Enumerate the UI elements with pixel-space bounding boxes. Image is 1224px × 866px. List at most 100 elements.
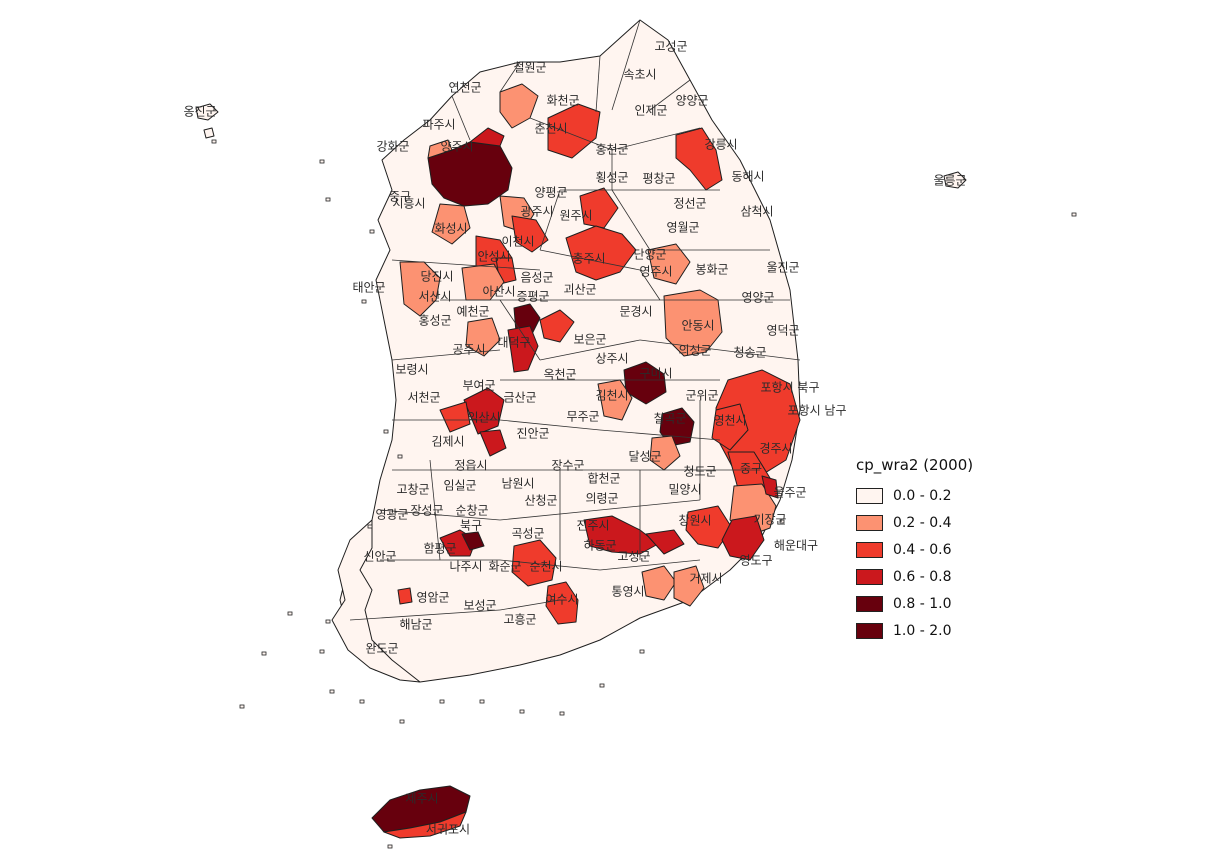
region-label: 거제시 — [689, 572, 722, 586]
legend-item-label: 1.0 - 2.0 — [893, 622, 952, 639]
island — [325, 197, 331, 202]
island — [779, 519, 785, 524]
region-label: 원주시 — [559, 209, 592, 223]
region-label: 고성군 — [617, 550, 650, 564]
region-label: 양양군 — [675, 94, 708, 108]
region-label: 보령시 — [395, 363, 428, 377]
region-label: 강릉시 — [704, 138, 737, 152]
legend-item-label: 0.4 - 0.6 — [893, 541, 952, 558]
region-label: 고창군 — [396, 483, 429, 497]
region-boundary — [499, 299, 541, 361]
region-label: 영천시 — [713, 413, 746, 428]
region-polygon — [583, 515, 659, 555]
region-label: 하동군 — [583, 539, 616, 553]
region-label: 양평군 — [534, 186, 567, 200]
region-label: 화성시 — [434, 222, 467, 236]
island — [369, 229, 375, 234]
region-boundary — [499, 559, 601, 571]
region-label: 서귀포시 — [426, 823, 470, 837]
island — [387, 844, 393, 849]
region-label: 양주시 — [440, 140, 473, 154]
region-label: 장성군 — [410, 504, 443, 518]
region-boundary — [499, 509, 601, 521]
region-label: 증평군 — [516, 290, 549, 304]
island — [239, 704, 245, 709]
region-label: 익산시 — [467, 411, 500, 425]
region-label: 임실군 — [443, 479, 476, 493]
region-label: 영월군 — [666, 221, 699, 235]
island — [519, 709, 525, 714]
legend-item-label: 0.8 - 1.0 — [893, 595, 952, 612]
legend-item-label: 0.0 - 0.2 — [893, 487, 952, 504]
region-polygon — [465, 317, 501, 357]
region-boundary — [499, 419, 601, 431]
island — [359, 699, 365, 704]
region-label: 음성군 — [520, 271, 553, 285]
legend-item-label: 0.2 - 0.4 — [893, 514, 952, 531]
region-polygon — [469, 127, 505, 147]
region-label: 영양군 — [741, 291, 774, 305]
legend-item: 0.2 - 0.4 — [856, 509, 973, 536]
legend-swatch — [856, 568, 883, 585]
region-boundary — [649, 79, 691, 111]
region-polygon — [513, 303, 541, 335]
region-polygon — [641, 565, 677, 601]
region-label: 달성군 — [628, 450, 661, 464]
region-polygon — [711, 403, 749, 451]
region-label: 기장군 — [753, 513, 786, 527]
region-boundary — [539, 189, 561, 251]
region-polygon — [547, 103, 601, 159]
region-label: 제주시 — [405, 792, 438, 806]
region-label: 홍성군 — [418, 314, 451, 328]
region-label: 해운대구 — [774, 539, 818, 553]
region-boundary — [391, 259, 541, 271]
region-label: 문경시 — [619, 305, 652, 319]
region-label: 고흥군 — [503, 613, 536, 627]
island — [399, 719, 405, 724]
region-label: 순창군 — [455, 504, 488, 518]
legend-swatch — [856, 514, 883, 531]
region-polygon — [675, 127, 723, 191]
region-label: 파주시 — [422, 118, 455, 132]
region-boundary — [349, 609, 501, 621]
legend-swatch — [856, 622, 883, 639]
region-polygon — [461, 531, 485, 551]
region-polygon — [649, 435, 681, 471]
region-label: 해남군 — [399, 618, 432, 632]
region-label: 안동시 — [681, 319, 714, 333]
island — [559, 711, 565, 716]
region-polygon — [545, 581, 579, 625]
region-label: 옥천군 — [543, 367, 576, 382]
region-label: 충주시 — [572, 252, 605, 266]
region-label: 영주시 — [639, 265, 672, 279]
region-polygon — [761, 475, 779, 499]
island — [319, 649, 325, 654]
region-label: 영암군 — [416, 591, 449, 605]
region-label: 김천시 — [595, 388, 628, 403]
region-polygon — [331, 519, 421, 683]
region-label: 북구 — [460, 519, 482, 533]
region-boundary — [499, 599, 561, 611]
region-polygon — [439, 401, 471, 433]
legend-item: 0.0 - 0.2 — [856, 482, 973, 509]
island — [361, 299, 367, 304]
region-polygon — [673, 565, 705, 607]
region-label: 창원시 — [678, 514, 711, 528]
region-label: 여수시 — [545, 593, 578, 607]
region-label: 부여군 — [462, 379, 495, 393]
region-label: 공주시 — [452, 343, 485, 357]
region-label: 철원군 — [513, 61, 546, 75]
region-label: 나주시 — [449, 560, 482, 574]
region-label: 밀양시 — [668, 483, 701, 497]
region-label: 통영시 — [611, 585, 644, 599]
region-label: 홍천군 — [595, 142, 628, 157]
region-label: 대덕구 — [497, 336, 530, 350]
region-boundary — [429, 459, 441, 561]
region-label: 보은군 — [573, 333, 606, 347]
region-polygon — [203, 127, 215, 139]
region-polygon — [397, 587, 413, 605]
region-label: 의성군 — [678, 344, 711, 358]
region-boundary — [539, 249, 641, 271]
legend-swatch — [856, 487, 883, 504]
region-polygon — [195, 103, 219, 121]
